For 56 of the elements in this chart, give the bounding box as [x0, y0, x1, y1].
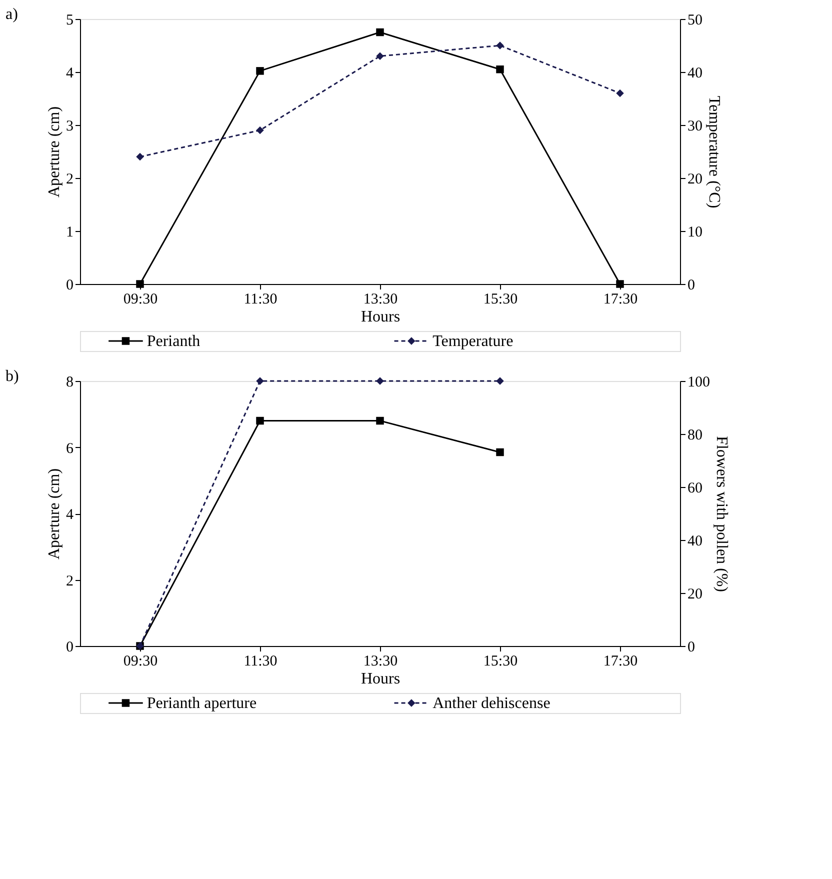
y2-tick-label: 10 — [688, 224, 702, 240]
x-tick-label: 11:30 — [244, 654, 278, 670]
y2-tick-label: 50 — [688, 12, 702, 28]
x-tick-label: 13:30 — [363, 292, 398, 308]
y-tick-label: 3 — [66, 118, 74, 134]
point — [376, 416, 384, 425]
y2-tick-label: 20 — [688, 586, 702, 602]
y2-axis-title: Temperature (°C) — [706, 96, 722, 208]
y-axis-title: Aperture (cm) — [46, 468, 63, 560]
point — [616, 89, 624, 98]
point — [376, 28, 384, 36]
legend-label: Perianth — [146, 333, 200, 350]
y-axis-title: Aperture (cm) — [46, 106, 63, 198]
legend-label: Perianth aperture — [146, 695, 257, 712]
legend-label: Temperature — [432, 333, 514, 350]
y2-tick-label: 30 — [688, 118, 702, 134]
y2-axis-title: Flowers with pollen (%) — [713, 436, 730, 592]
y-tick-label: 0 — [66, 278, 74, 294]
x-axis-title: Hours — [360, 308, 400, 326]
y-tick-label: 1 — [66, 224, 74, 240]
point — [496, 65, 504, 74]
x-axis-title: Hours — [360, 670, 400, 688]
point — [496, 448, 504, 456]
y2-tick-label: 0 — [688, 640, 695, 656]
point — [256, 416, 264, 425]
y2-tick-label: 20 — [688, 172, 702, 188]
point — [496, 42, 504, 50]
chart-title: a) — [6, 6, 18, 23]
point — [256, 126, 264, 134]
x-tick-label: 09:30 — [123, 292, 158, 308]
y-tick-label: 0 — [66, 640, 74, 656]
y2-tick-label: 40 — [688, 66, 702, 82]
chart-title: b) — [6, 368, 19, 385]
y-tick-label: 4 — [66, 507, 74, 523]
y-tick-label: 4 — [66, 66, 74, 82]
x-tick-label: 17:30 — [603, 654, 638, 670]
y-tick-label: 2 — [66, 573, 74, 590]
legend-label: Anther dehiscense — [432, 695, 550, 712]
point — [376, 52, 384, 60]
y2-tick-label: 40 — [688, 534, 702, 550]
x-tick-label: 09:30 — [123, 654, 158, 670]
y2-tick-label: 60 — [688, 480, 702, 496]
point — [256, 67, 264, 75]
y2-tick-label: 80 — [688, 428, 702, 444]
y-tick-label: 8 — [66, 374, 74, 390]
y2-tick-label: 100 — [688, 374, 710, 390]
x-tick-label: 15:30 — [483, 654, 518, 670]
y2-tick-label: 0 — [688, 278, 695, 294]
y-tick-label: 5 — [66, 12, 74, 28]
x-tick-label: 11:30 — [244, 292, 278, 308]
x-tick-label: 17:30 — [603, 292, 638, 308]
y-tick-label: 6 — [66, 440, 74, 457]
point — [136, 152, 144, 161]
x-tick-label: 13:30 — [363, 654, 398, 670]
x-tick-label: 15:30 — [483, 292, 518, 308]
y-tick-label: 2 — [66, 172, 74, 188]
